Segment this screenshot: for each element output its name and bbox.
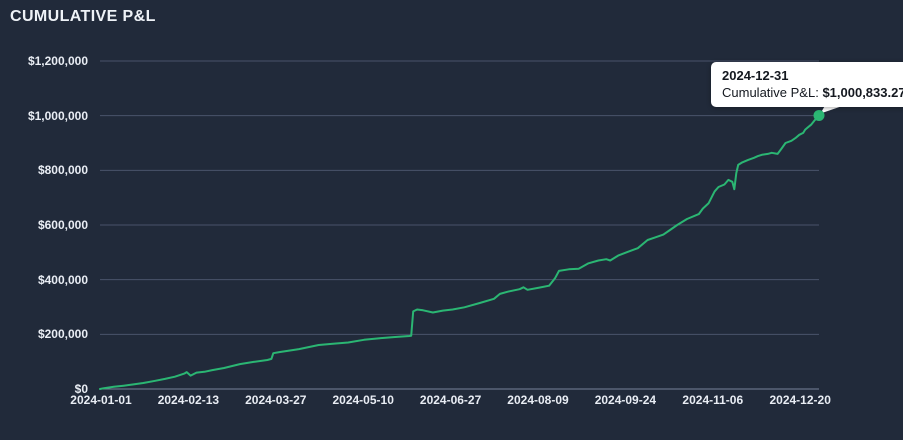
x-axis-tick-label: 2024-06-27 (419, 393, 482, 407)
x-axis-tick-label: 2024-02-13 (157, 393, 220, 407)
y-axis-tick-label: $1,200,000 (27, 54, 88, 68)
x-axis-tick-label: 2024-11-06 (682, 393, 744, 407)
x-axis-tick-label: 2024-12-20 (769, 393, 831, 407)
x-axis-tick-label: 2024-08-09 (507, 393, 569, 407)
cumulative-pnl-line-series[interactable] (99, 114, 820, 390)
y-axis-tick-label: $200,000 (37, 327, 88, 342)
tooltip-metric-line: Cumulative P&L: $1,000,833.27 (722, 85, 903, 100)
hover-tooltip: 2024-12-31 Cumulative P&L: $1,000,833.27 (711, 62, 903, 107)
tooltip-metric-label: Cumulative P&L: (722, 85, 823, 100)
chart-title: CUMULATIVE P&L (10, 8, 156, 25)
tooltip-date: 2024-12-31 (722, 68, 789, 83)
y-axis-tick-label: $800,000 (37, 163, 88, 178)
tooltip-value: $1,000,833.27 (822, 85, 903, 100)
x-axis-tick-label: 2024-01-01 (70, 393, 132, 407)
y-axis-tick-label: $1,000,000 (27, 108, 88, 123)
x-axis-tick-label: 2024-03-27 (245, 393, 307, 407)
last-point-marker[interactable] (813, 109, 825, 121)
x-axis-tick-label: 2024-05-10 (332, 393, 394, 407)
y-axis-tick-label: $600,000 (37, 218, 88, 232)
y-axis-tick-label: $400,000 (37, 272, 88, 287)
x-axis-tick-label: 2024-09-24 (594, 393, 657, 407)
y-axis-tick-label: $0 (74, 382, 88, 396)
